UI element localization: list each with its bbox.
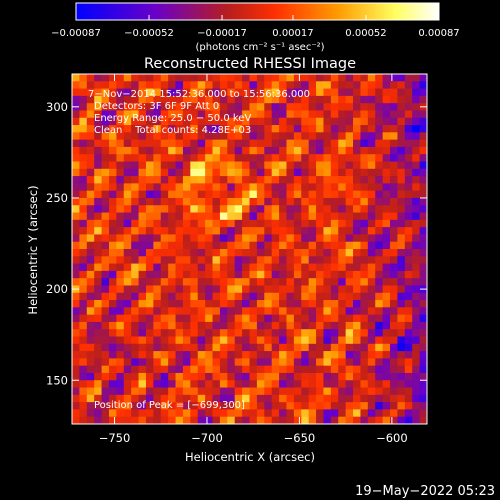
colorbar-tick-label: 0.00017 [272,28,313,39]
annotation-time-range: 7−Nov−2014 15:52:36.000 to 15:56:36.000 [88,89,310,100]
annotations: 7−Nov−2014 15:52:36.000 to 15:56:36.000 … [88,89,310,411]
plot-frame [71,73,428,425]
colorbar-tick-label: −0.00052 [124,28,174,39]
y-axis: 150 200 250 300 [46,100,427,387]
annotation-detectors: Detectors: 3F 6F 9F Att 0 [94,101,219,112]
colorbar-ticks: −0.00087 −0.00052 −0.00017 0.00017 0.00052 0.… [51,15,460,39]
annotation-energy-range: Energy Range: 25.0 − 50.0 keV [94,113,251,124]
colorbar-tick-label: 0.00052 [345,28,386,39]
x-tick-label: −700 [191,431,223,445]
x-tick-label: −750 [99,431,131,445]
colorbar-tick-label: 0.00087 [418,28,459,39]
x-tick-label: −600 [376,431,408,445]
y-tick-label: 200 [46,282,68,296]
colorbar-tick-label: −0.00017 [197,28,247,39]
colorbar-gradient [75,2,440,21]
x-axis: −750 −700 −650 −600 [99,74,408,445]
x-axis-label: Heliocentric X (arcsec) [185,450,315,464]
colorbar-tick-label: −0.00087 [51,28,101,39]
timestamp: 19−May−2022 05:23 [355,484,495,499]
y-tick-label: 150 [46,373,68,387]
y-tick-label: 300 [46,100,68,114]
colorbar: −0.00087 −0.00052 −0.00017 0.00017 0.00052 0.… [51,2,460,53]
annotation-clean-counts: Clean Total counts: 4.28E+03 [94,125,251,136]
annotation-peak-position: Position of Peak = [−699,300] [94,400,245,411]
chart-title: Reconstructed RHESSI Image [144,56,356,72]
colorbar-unit-label: (photons cm⁻² s⁻¹ asec⁻²) [195,42,324,53]
y-tick-label: 250 [46,191,68,205]
y-axis-label: Heliocentric Y (arcsec) [26,185,40,314]
heatmap-image [72,74,427,424]
x-tick-label: −650 [284,431,316,445]
